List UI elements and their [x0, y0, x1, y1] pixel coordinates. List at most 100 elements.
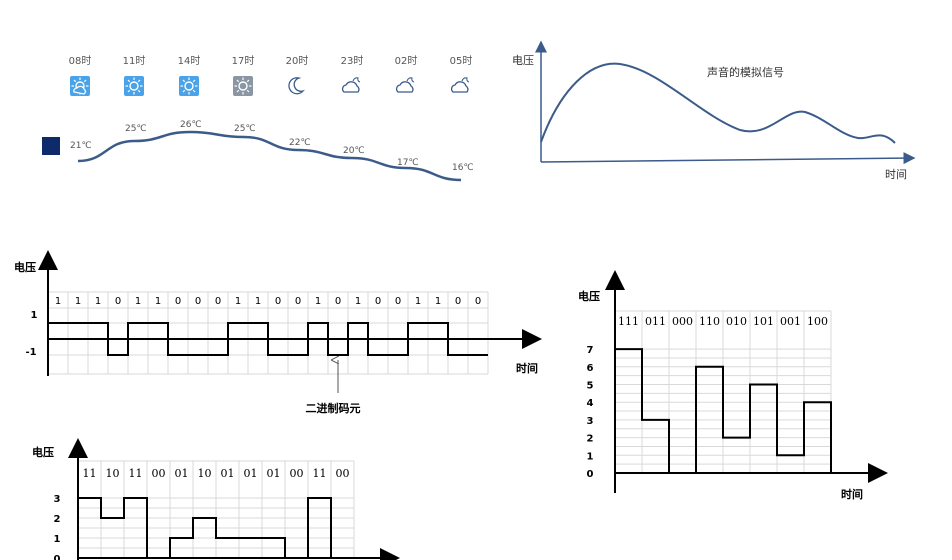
octal-tick-label: 6: [587, 363, 594, 374]
binary-bit-label: 0: [295, 296, 301, 307]
binary-bit-label: 0: [275, 296, 281, 307]
quaternary-code-label: 01: [267, 467, 281, 480]
binary-bit-label: 1: [95, 296, 101, 307]
analog-y-label: 电压: [512, 54, 534, 67]
octal-code-label: 010: [726, 315, 747, 328]
binary-bit-label: 1: [435, 296, 441, 307]
binary-bit-label: 1: [315, 296, 321, 307]
temperature-label: 22℃: [289, 138, 311, 148]
octal-code-label: 011: [645, 315, 666, 328]
temperature-label: 20℃: [343, 146, 365, 156]
octal-tick-label: 3: [587, 416, 594, 427]
binary-bit-label: 1: [415, 296, 421, 307]
binary-bit-label: 0: [175, 296, 181, 307]
octal-code-label: 101: [753, 315, 774, 328]
weather-time-label: 20时: [286, 55, 309, 67]
octal-tick-label: 7: [587, 345, 594, 356]
binary-annotation: 二进制码元: [306, 401, 361, 415]
weather-forecast-panel: 08时 11时 14时 17时 20时 23时 02时 05时 21℃ 25℃ 26℃ 25℃ 22℃ 2…: [42, 55, 474, 182]
quaternary-code-label: 10: [198, 467, 212, 480]
octal-tick-label: 5: [587, 381, 594, 392]
temperature-label: 25℃: [125, 124, 147, 134]
binary-waveform: [48, 322, 488, 356]
weather-time-label: 08时: [69, 55, 92, 67]
weather-time-label: 11时: [123, 55, 146, 67]
quaternary-code-label: 11: [313, 467, 327, 480]
octal-code-label: 100: [807, 315, 828, 328]
sun-icon: [124, 76, 144, 96]
analog-signal-panel: 电压 时间 声音的模拟信号: [512, 40, 916, 181]
quaternary-code-label: 01: [244, 467, 258, 480]
octal-tick-label: 1: [587, 451, 594, 462]
partly-sunny-icon: [70, 76, 90, 96]
quaternary-code-label: 01: [175, 467, 189, 480]
analog-x-axis: [540, 152, 916, 165]
sun-icon: [179, 76, 199, 96]
octal-code-label: 001: [780, 315, 801, 328]
quaternary-tick-label: 0: [54, 554, 61, 560]
hazy-sun-icon: [233, 76, 253, 96]
quaternary-tick-label: 3: [54, 494, 61, 505]
binary-bit-label: 0: [335, 296, 341, 307]
octal-code-label: 000: [672, 315, 693, 328]
cloudy-night-icon: [341, 77, 361, 93]
binary-bit-label: 0: [195, 296, 201, 307]
octal-x-label: 时间: [841, 487, 863, 501]
binary-bit-label: 1: [155, 296, 161, 307]
cloudy-night-icon: [395, 77, 415, 93]
binary-bit-label: 0: [115, 296, 121, 307]
quaternary-code-label: 11: [83, 467, 97, 480]
octal-tick-label: 2: [587, 434, 594, 445]
temperature-label: 21℃: [70, 141, 92, 151]
quaternary-tick-label: 1: [54, 534, 61, 545]
binary-bit-label: 1: [355, 296, 361, 307]
quaternary-code-label: 10: [106, 467, 120, 480]
quaternary-code-label: 00: [336, 467, 350, 480]
quaternary-y-label: 电压: [32, 445, 54, 459]
binary-y-label: 电压: [14, 260, 36, 274]
binary-bit-label: 1: [55, 296, 61, 307]
quaternary-code-label: 00: [152, 467, 166, 480]
binary-bit-label: 0: [215, 296, 221, 307]
octal-tick-label: 0: [587, 469, 594, 480]
temperature-curve: [77, 130, 462, 182]
binary-bit-label: 0: [475, 296, 481, 307]
octal-code-label: 111: [618, 315, 639, 328]
binary-bit-label: 1: [75, 296, 81, 307]
analog-x-label: 时间: [885, 168, 907, 181]
temperature-label: 16℃: [452, 163, 474, 173]
quaternary-code-label: 01: [221, 467, 235, 480]
binary-bit-label: 1: [235, 296, 241, 307]
binary-bit-label: 0: [375, 296, 381, 307]
quaternary-tick-label: 2: [54, 514, 61, 525]
binary-bit-label: 1: [135, 296, 141, 307]
analog-waveform: [540, 62, 896, 144]
level-label-low: -1: [25, 347, 36, 358]
analog-caption: 声音的模拟信号: [707, 65, 784, 79]
crescent-moon-icon: [288, 77, 305, 95]
cloudy-night-icon: [450, 77, 470, 93]
weather-time-label: 05时: [450, 55, 473, 67]
weather-time-label: 23时: [341, 55, 364, 67]
weather-time-label: 17时: [232, 55, 255, 67]
octal-waveform: [615, 348, 832, 474]
octal-y-label: 电压: [578, 289, 600, 303]
octal-tick-label: 4: [587, 398, 594, 409]
temperature-label: 17℃: [397, 158, 419, 168]
quaternary-code-label: 00: [290, 467, 304, 480]
binary-bit-label: 0: [395, 296, 401, 307]
binary-bit-label: 0: [455, 296, 461, 307]
temperature-label: 26℃: [180, 120, 202, 130]
legend-swatch: [42, 137, 60, 155]
binary-bit-label: 1: [255, 296, 261, 307]
weather-time-label: 02时: [395, 55, 418, 67]
quaternary-waveform: [78, 497, 354, 559]
temperature-label: 25℃: [234, 124, 256, 134]
octal-code-label: 110: [699, 315, 720, 328]
level-label-high: 1: [31, 310, 38, 321]
binary-x-label: 时间: [516, 361, 538, 375]
